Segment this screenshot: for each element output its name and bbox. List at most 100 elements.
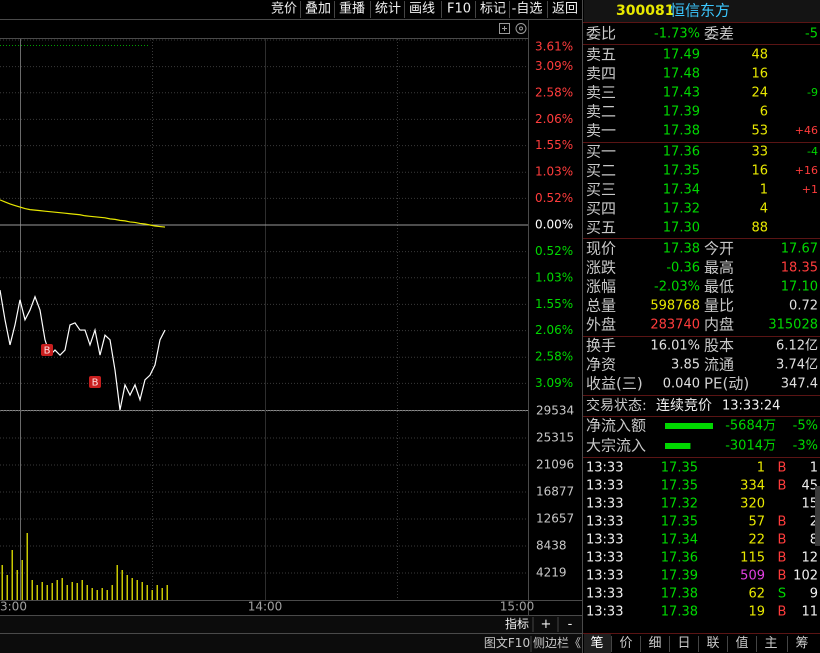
trade-time: 13:33 <box>586 479 623 494</box>
trade-volume: 115 <box>740 551 765 566</box>
volume-bar <box>86 584 88 600</box>
volume-bar <box>166 584 168 600</box>
price-tick-label: 1.03% <box>535 165 573 179</box>
trade-count: 102 <box>793 569 818 584</box>
price-tick-label: 0.52% <box>535 244 573 258</box>
trade-count: 15 <box>801 497 818 512</box>
stat-label: 换手 <box>586 337 616 355</box>
zoom-in-button[interactable]: + <box>541 617 552 632</box>
stat-value: 598768 <box>650 299 700 314</box>
stat-value: 0.72 <box>789 299 818 314</box>
toolbar-button[interactable]: 画线 <box>409 2 435 17</box>
volume-bar <box>106 589 108 600</box>
volume-bar <box>41 581 43 600</box>
stat-label: 现价 <box>586 240 616 258</box>
volume-bar <box>146 584 148 600</box>
panel-tab[interactable]: 主 <box>764 636 777 651</box>
order-change: +46 <box>795 124 818 137</box>
indicator-button[interactable]: 指标 <box>505 616 529 631</box>
order-price: 17.36 <box>663 145 700 160</box>
stat-value: 17.10 <box>781 280 818 295</box>
panel-tab[interactable]: 笔 <box>590 635 603 651</box>
trade-time: 13:33 <box>586 497 623 512</box>
trade-price: 17.35 <box>661 479 698 494</box>
trade-count: 8 <box>810 533 818 548</box>
active-tab-bg <box>584 634 611 653</box>
price-tick-label: 3.61% <box>535 40 573 54</box>
stat-label: 最低 <box>704 278 734 296</box>
panel-tab[interactable]: 价 <box>619 636 632 651</box>
order-price: 17.30 <box>663 221 700 236</box>
trade-side: B <box>778 533 787 548</box>
volume-tick-label: 8438 <box>536 539 567 553</box>
volume-bar <box>116 565 118 600</box>
trade-price: 17.36 <box>661 551 698 566</box>
order-level-label: 买三 <box>586 181 616 199</box>
panel-tab[interactable]: 细 <box>648 636 661 651</box>
order-volume: 6 <box>760 105 768 120</box>
footer-bg <box>0 616 582 633</box>
price-tick-label: 1.55% <box>535 297 573 311</box>
toolbar-button[interactable]: 统计 <box>375 2 401 17</box>
order-volume: 1 <box>760 183 768 198</box>
price-tick-label: 0.52% <box>535 191 573 205</box>
toolbar-button[interactable]: 竞价 <box>271 1 297 17</box>
panel-tab[interactable]: 联 <box>706 636 719 651</box>
volume-bar <box>151 589 153 600</box>
frame <box>0 0 583 653</box>
stat-value: 3.85 <box>671 358 700 373</box>
flow-percent: -3% <box>793 439 818 454</box>
order-level-label: 买五 <box>586 219 616 237</box>
flow-bar <box>665 443 691 449</box>
trade-time: 13:33 <box>586 461 623 476</box>
order-level-label: 卖一 <box>586 122 616 140</box>
volume-tick-label: 12657 <box>536 512 574 526</box>
volume-bar <box>11 550 13 600</box>
order-price: 17.39 <box>663 105 700 120</box>
volume-bar <box>21 560 23 600</box>
panel-tab[interactable]: 日 <box>677 636 690 651</box>
toolbar-button[interactable]: 叠加 <box>305 2 331 17</box>
order-level-label: 卖三 <box>586 84 616 102</box>
trade-side: B <box>778 569 787 584</box>
toolbar-button[interactable]: F10 <box>447 2 471 17</box>
trade-time: 13:33 <box>586 551 623 566</box>
volume-bar <box>141 581 143 600</box>
f10-button[interactable]: 图文F10 <box>484 635 530 650</box>
panel-tab[interactable]: 值 <box>735 635 748 651</box>
order-level-label: 买一 <box>586 143 616 161</box>
footer-bg <box>0 634 582 653</box>
volume-bar <box>131 577 133 600</box>
toolbar-button[interactable]: -自选 <box>512 2 543 17</box>
toolbar-button[interactable]: 重播 <box>339 1 365 17</box>
stat-value: 17.67 <box>781 242 818 257</box>
stat-label: 内盘 <box>704 316 734 334</box>
volume-bar <box>101 588 103 600</box>
status-state: 连续竞价 <box>656 397 712 414</box>
trade-count: 1 <box>810 461 818 476</box>
volume-bar <box>91 588 93 600</box>
price-tick-label: 1.03% <box>535 270 573 284</box>
trade-price: 17.35 <box>661 515 698 530</box>
zoom-icons[interactable] <box>499 23 527 34</box>
trade-volume: 19 <box>748 605 765 620</box>
volume-bar <box>126 574 128 600</box>
flow-label: 大宗流入 <box>586 437 646 455</box>
stat-label: 今开 <box>704 240 734 258</box>
order-level-label: 买四 <box>586 200 616 218</box>
trade-side: B <box>778 551 787 566</box>
volume-bar <box>6 574 8 600</box>
stat-label: 涨幅 <box>586 278 616 296</box>
toolbar-button[interactable]: 标记 <box>480 2 506 17</box>
panel-tab[interactable]: 筹 <box>795 635 808 651</box>
toolbar-button[interactable]: 返回 <box>552 2 578 17</box>
volume-bar <box>161 588 163 600</box>
stat-label: 总量 <box>586 297 616 315</box>
stat-label: 涨跌 <box>586 259 616 277</box>
zoom-out-button[interactable]: - <box>568 617 573 632</box>
sidebar-button[interactable]: 侧边栏《 <box>533 635 581 650</box>
trade-time: 13:33 <box>586 605 623 620</box>
order-price: 17.34 <box>663 183 700 198</box>
